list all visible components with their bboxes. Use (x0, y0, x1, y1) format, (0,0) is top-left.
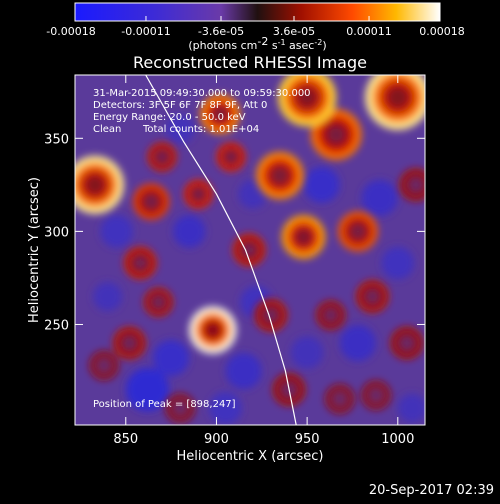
colorbar-tick-label: 0.00011 (346, 25, 392, 38)
annotation-method: Clean (93, 124, 121, 135)
timestamp: 20-Sep-2017 02:39 (369, 483, 494, 498)
emission-contour (297, 87, 317, 108)
emission-contour (410, 179, 422, 191)
negative-region (397, 393, 425, 423)
colorbar-frame (74, 2, 441, 22)
annotation-counts: Total counts: 1.01E+04 (142, 124, 259, 135)
colorbar (75, 3, 440, 21)
emission-source (316, 300, 346, 330)
plot-frame (74, 74, 426, 426)
x-tick-label: 1000 (381, 432, 414, 447)
x-tick-label: 850 (113, 432, 138, 447)
colorbar-tick-label: 3.6e-05 (273, 25, 315, 38)
chart-title: Reconstructed RHESSI Image (133, 53, 367, 72)
emission-source (337, 211, 378, 252)
emission-source (113, 326, 146, 360)
emission-contour (351, 224, 365, 239)
annotation-energy: Energy Range: 20.0 - 50.0 keV (93, 112, 246, 123)
colorbar-unit: (photons cm-2 s-1 asec-2) (188, 35, 326, 52)
y-tick-label: 350 (44, 132, 69, 147)
emission-contour (134, 257, 146, 269)
emission-contour (213, 107, 227, 121)
emission-contour (371, 390, 381, 401)
emission-source (254, 298, 288, 332)
x-axis-label: Heliocentric X (arcsec) (177, 449, 324, 464)
negative-region (225, 352, 262, 390)
emission-source (361, 380, 391, 410)
emission-contour (157, 151, 167, 162)
emission-source (75, 155, 124, 214)
emission-sources (75, 75, 425, 423)
negative-region (339, 324, 377, 362)
emission-source (123, 246, 157, 280)
emission-contour (325, 310, 336, 321)
emission-contour (145, 195, 158, 208)
y-axis-label: Heliocentric Y (arcsec) (27, 177, 42, 323)
emission-contour (296, 229, 311, 245)
emission-contour (401, 337, 413, 349)
colorbar-tick-label: -0.00011 (121, 25, 170, 38)
emission-source (89, 350, 119, 380)
emission-source (147, 142, 177, 172)
emission-source (278, 75, 337, 127)
emission-source (133, 183, 170, 220)
emission-source (143, 287, 173, 317)
emission-contour (193, 189, 204, 200)
annotation-time: 31-Mar-2015 09:49:30.000 to 09:59:30.000 (93, 88, 311, 99)
emission-source (200, 94, 241, 135)
emission-source (390, 326, 424, 360)
emission-contour (271, 167, 288, 184)
emission-contour (204, 322, 221, 339)
emission-source (281, 215, 326, 259)
negative-region (361, 179, 398, 217)
emission-source (310, 109, 362, 160)
emission-source (183, 179, 213, 209)
negative-regions (93, 114, 425, 425)
emission-contour (85, 174, 105, 195)
emission-source (325, 384, 355, 414)
negative-region (100, 215, 134, 248)
colorbar-ticks: -0.00018 -0.00011 -3.6e-05 3.6e-05 0.00011 0.… (46, 16, 465, 38)
emission-contour (153, 297, 164, 308)
emission-contour (366, 290, 378, 303)
axis-ticks: 850 900 950 1000 250 300 350 (44, 75, 425, 447)
emission-source (189, 306, 237, 354)
emission-contour (123, 337, 135, 349)
negative-region (303, 166, 340, 203)
negative-region (93, 282, 123, 312)
x-tick-label: 950 (295, 432, 320, 447)
emission-source (365, 75, 425, 130)
colorbar-tick-label: -0.00018 (46, 25, 95, 38)
emission-contour (175, 403, 186, 414)
negative-region (209, 391, 242, 425)
emission-source (256, 151, 304, 200)
negative-region (125, 367, 170, 412)
y-tick-label: 300 (44, 225, 69, 240)
emission-contour (386, 86, 409, 109)
emission-source (216, 142, 246, 172)
annotation-detectors: Detectors: 3F 5F 6F 7F 8F 9F, Att 0 (93, 100, 267, 111)
negative-region (172, 215, 206, 248)
negative-region (152, 339, 190, 377)
emission-source (356, 280, 389, 313)
emission-contour (99, 360, 109, 371)
negative-region (290, 336, 324, 369)
emission-contour (226, 151, 236, 162)
emission-contour (334, 394, 345, 404)
emission-contour (327, 125, 345, 144)
emission-source (399, 168, 425, 202)
x-tick-label: 900 (204, 432, 229, 447)
colorbar-tick-label: -3.6e-05 (198, 25, 244, 38)
solar-limb-line (145, 75, 297, 425)
annotation-peak: Position of Peak = [898,247] (93, 399, 236, 410)
colorbar-tick-label: 0.00018 (419, 25, 465, 38)
negative-region (381, 246, 415, 280)
emission-source (165, 393, 195, 423)
y-tick-label: 250 (44, 318, 69, 333)
